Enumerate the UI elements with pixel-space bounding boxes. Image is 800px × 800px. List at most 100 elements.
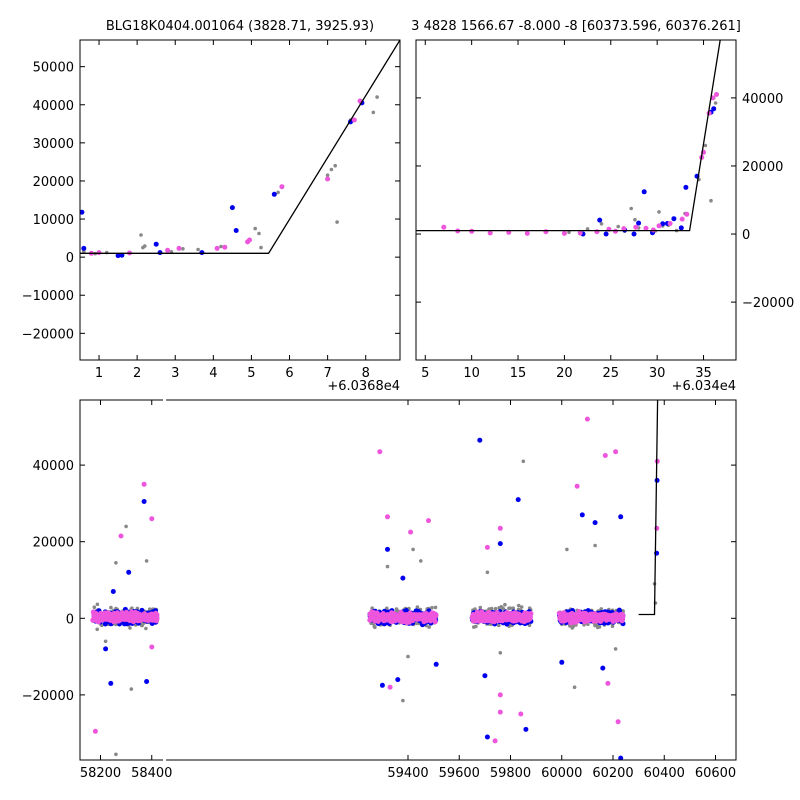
pink-data-point bbox=[351, 117, 357, 123]
full-light-curve-panel: 58200 58400 59400 59600 59800 60000 60200 60400… bbox=[22, 398, 737, 781]
x-tick-label: 4 bbox=[209, 366, 217, 381]
blue-data-point bbox=[660, 221, 666, 227]
x-tick-label: 60400 bbox=[644, 766, 685, 781]
pink-data-point bbox=[142, 613, 148, 619]
gray-data-point bbox=[143, 244, 147, 248]
pink-data-point bbox=[150, 616, 156, 622]
gray-data-point bbox=[253, 226, 257, 231]
blue-data-point bbox=[433, 661, 439, 667]
pink-data-point bbox=[367, 617, 373, 623]
zoom-panel-left: 1 2 3 4 5 6 7 8 −20000 −10000 0 10000 20000 30000 4000… bbox=[22, 19, 401, 394]
blue-data-point bbox=[153, 241, 159, 247]
pink-data-point bbox=[154, 612, 160, 617]
gray-data-point bbox=[493, 606, 498, 611]
pink-data-point bbox=[561, 230, 567, 236]
pink-data-point bbox=[382, 615, 388, 621]
pink-data-point bbox=[615, 719, 621, 725]
blue-data-point bbox=[271, 191, 277, 197]
gray-data-point bbox=[219, 244, 223, 249]
x-tick-label: 5 bbox=[247, 366, 255, 381]
y-tick-label: 0 bbox=[66, 251, 74, 266]
gray-data-point bbox=[129, 687, 134, 691]
blue-data-point bbox=[482, 673, 488, 679]
pink-data-point bbox=[654, 525, 660, 531]
pink-data-point bbox=[141, 481, 147, 487]
axis-break-top bbox=[163, 398, 167, 402]
pink-data-point bbox=[387, 684, 393, 690]
gray-data-point bbox=[507, 606, 511, 611]
gray-data-point bbox=[370, 606, 375, 610]
pink-data-point bbox=[594, 229, 600, 235]
blue-data-point bbox=[379, 682, 385, 688]
pink-data-point bbox=[247, 237, 252, 243]
gray-data-point bbox=[430, 605, 434, 610]
blue-data-point bbox=[579, 512, 585, 518]
blue-data-point bbox=[523, 726, 529, 732]
pink-data-point bbox=[385, 514, 390, 520]
x-tick-label: 10 bbox=[463, 366, 480, 381]
pink-data-point bbox=[543, 229, 549, 235]
pink-data-point bbox=[441, 224, 447, 230]
gray-data-point bbox=[593, 543, 597, 548]
pink-data-point bbox=[527, 616, 533, 622]
y-tick-label: 10000 bbox=[33, 213, 74, 228]
y-tick-label: 50000 bbox=[33, 61, 74, 76]
gray-data-point bbox=[411, 547, 415, 552]
pink-data-point bbox=[556, 610, 562, 616]
y-tick-label: −10000 bbox=[22, 289, 74, 304]
pink-data-point bbox=[562, 615, 568, 621]
gray-data-point bbox=[394, 607, 399, 611]
gray-data-point bbox=[114, 561, 118, 565]
pink-data-point bbox=[510, 612, 516, 618]
pink-data-point bbox=[487, 230, 493, 236]
blue-data-point bbox=[600, 665, 606, 671]
gray-data-point bbox=[114, 752, 118, 757]
y-tick-label: 40000 bbox=[33, 99, 74, 114]
pink-data-point bbox=[129, 616, 134, 622]
gray-data-point bbox=[657, 210, 661, 214]
gray-data-point bbox=[519, 605, 524, 609]
blue-data-point bbox=[233, 228, 239, 233]
blue-data-point bbox=[144, 679, 150, 684]
gray-data-point bbox=[613, 647, 618, 651]
pink-data-point bbox=[574, 483, 580, 489]
x-tick-label: 59600 bbox=[439, 766, 480, 781]
pink-data-point bbox=[92, 728, 98, 734]
pink-data-point bbox=[587, 616, 592, 622]
x-tick-label: 20 bbox=[556, 366, 573, 381]
gray-data-point bbox=[333, 163, 338, 168]
blue-data-point bbox=[631, 231, 637, 237]
blue-data-point bbox=[484, 734, 490, 740]
blue-data-point bbox=[80, 209, 85, 215]
pink-data-point bbox=[605, 612, 611, 618]
x-tick-label: 59800 bbox=[490, 766, 531, 781]
pink-data-point bbox=[667, 221, 673, 226]
pink-data-point bbox=[474, 614, 480, 620]
pink-data-point bbox=[392, 615, 398, 621]
y-tick-label: 30000 bbox=[33, 137, 74, 152]
pink-data-point bbox=[416, 614, 422, 620]
gray-data-point bbox=[709, 198, 713, 203]
y-tick-label: −20000 bbox=[742, 296, 794, 311]
pink-data-point bbox=[684, 211, 690, 217]
gray-data-point bbox=[633, 217, 637, 222]
panel-title: 3 4828 1566.67 -8.000 -8 [60373.596, 603… bbox=[411, 19, 741, 34]
pink-data-point bbox=[279, 184, 285, 190]
gray-data-point bbox=[497, 623, 501, 628]
gray-data-point bbox=[599, 222, 604, 226]
pink-data-point bbox=[391, 611, 397, 617]
gray-data-point bbox=[128, 626, 132, 630]
blue-data-point bbox=[103, 646, 109, 652]
pink-data-point bbox=[469, 228, 475, 234]
x-tick-label: 3 bbox=[171, 366, 179, 381]
gray-data-point bbox=[498, 651, 503, 655]
gray-data-point bbox=[257, 231, 261, 236]
blue-data-point bbox=[671, 216, 677, 222]
pink-data-point bbox=[479, 609, 485, 615]
blue-data-point bbox=[400, 575, 406, 581]
pink-data-point bbox=[165, 247, 171, 253]
pink-data-point bbox=[643, 225, 649, 231]
axes-frame bbox=[79, 39, 401, 361]
pink-data-point bbox=[497, 692, 503, 698]
gray-data-point bbox=[406, 654, 410, 659]
